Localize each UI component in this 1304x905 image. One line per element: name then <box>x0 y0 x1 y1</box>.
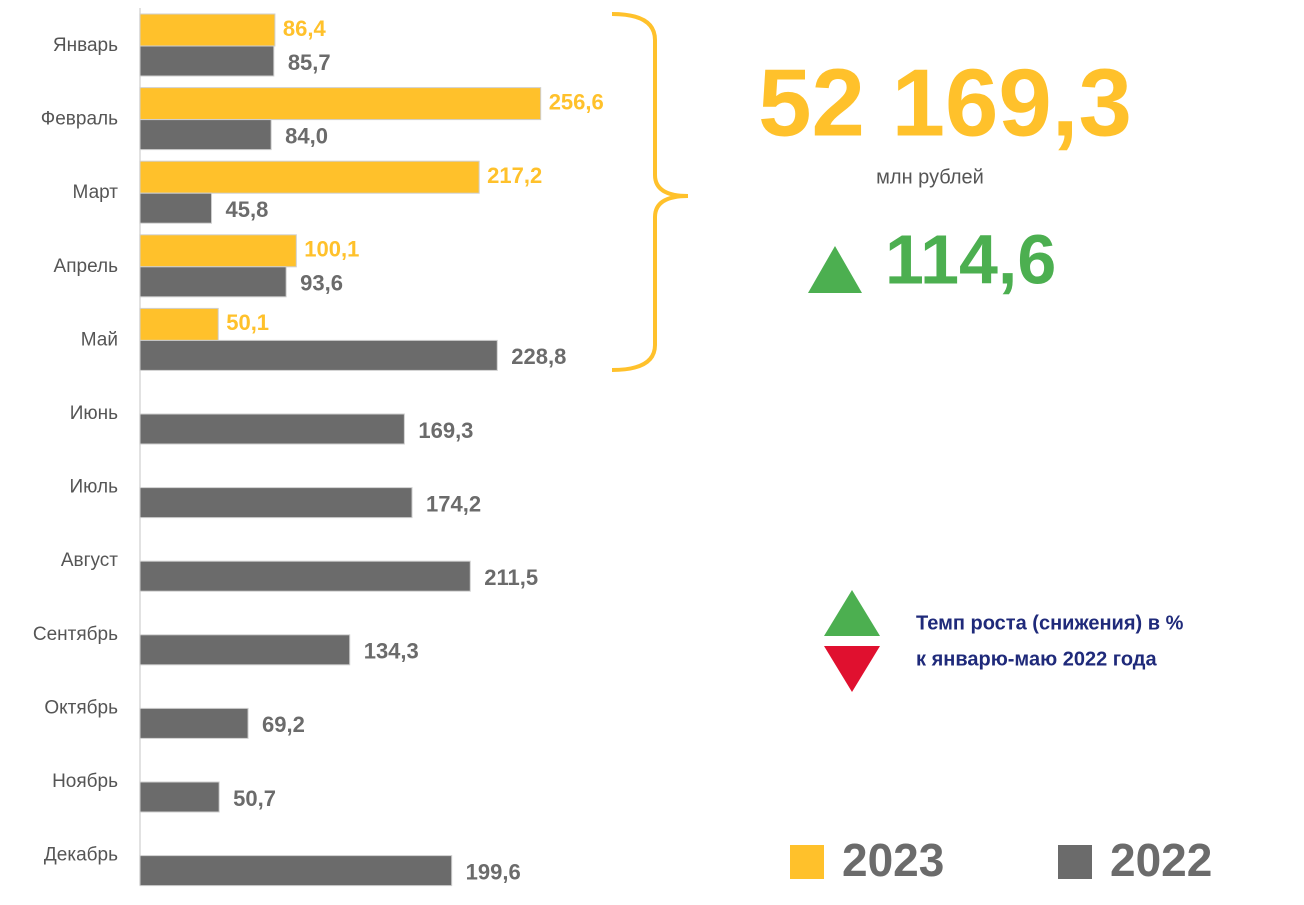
value-label: 85,7 <box>288 50 331 75</box>
bar <box>139 234 297 268</box>
note-line: Темп роста (снижения) в % <box>916 612 1184 634</box>
brace <box>611 12 689 372</box>
bar <box>139 634 351 666</box>
category-label: Май <box>81 329 118 350</box>
bar <box>139 487 413 519</box>
value-label: 84,0 <box>285 123 328 148</box>
bar <box>139 413 405 445</box>
bar <box>139 307 219 341</box>
bar <box>139 339 498 371</box>
value-label: 169,3 <box>418 418 473 443</box>
bar <box>139 855 453 887</box>
value-label: 228,8 <box>511 344 566 369</box>
bar <box>139 160 480 194</box>
category-label: Декабрь <box>44 845 118 866</box>
value-label: 50,1 <box>226 310 269 335</box>
bar <box>139 119 272 151</box>
category-label: Ноябрь <box>52 771 118 792</box>
category-label: Июнь <box>70 403 118 424</box>
legend-swatch <box>790 845 824 879</box>
bar <box>139 781 220 813</box>
legend-label: 2023 <box>842 834 944 886</box>
value-label: 174,2 <box>426 491 481 516</box>
value-label: 199,6 <box>466 859 521 884</box>
bar <box>139 87 542 121</box>
bar <box>139 45 275 77</box>
value-label: 93,6 <box>300 271 343 296</box>
up-icon <box>824 590 880 636</box>
value-label: 100,1 <box>304 237 359 262</box>
value-label: 86,4 <box>283 16 327 41</box>
value-label: 211,5 <box>484 565 538 590</box>
bar <box>139 13 276 47</box>
value-label: 69,2 <box>262 712 305 737</box>
category-label: Август <box>61 550 118 571</box>
category-label: Октябрь <box>44 697 118 718</box>
total-unit: млн рублей <box>876 166 984 188</box>
category-label: Апрель <box>54 256 119 277</box>
growth-arrow <box>808 246 862 293</box>
down-icon <box>824 646 880 692</box>
bar <box>139 560 471 592</box>
category-label: Март <box>73 182 119 203</box>
category-label: Сентябрь <box>33 624 118 645</box>
category-label: Январь <box>53 35 118 56</box>
bar <box>139 707 249 739</box>
legend-swatch <box>1058 845 1092 879</box>
value-label: 256,6 <box>549 89 604 114</box>
value-label: 50,7 <box>233 786 276 811</box>
total-value: 52 169,3 <box>758 49 1132 156</box>
value-label: 134,3 <box>364 639 419 664</box>
bar <box>139 266 287 298</box>
legend-label: 2022 <box>1110 834 1212 886</box>
bar <box>139 192 213 224</box>
value-label: 45,8 <box>226 197 269 222</box>
value-label: 217,2 <box>487 163 542 188</box>
category-label: Июль <box>70 477 119 498</box>
category-label: Февраль <box>41 109 118 130</box>
growth-value: 114,6 <box>885 220 1056 298</box>
note-line: к январю-маю 2022 года <box>916 648 1157 670</box>
